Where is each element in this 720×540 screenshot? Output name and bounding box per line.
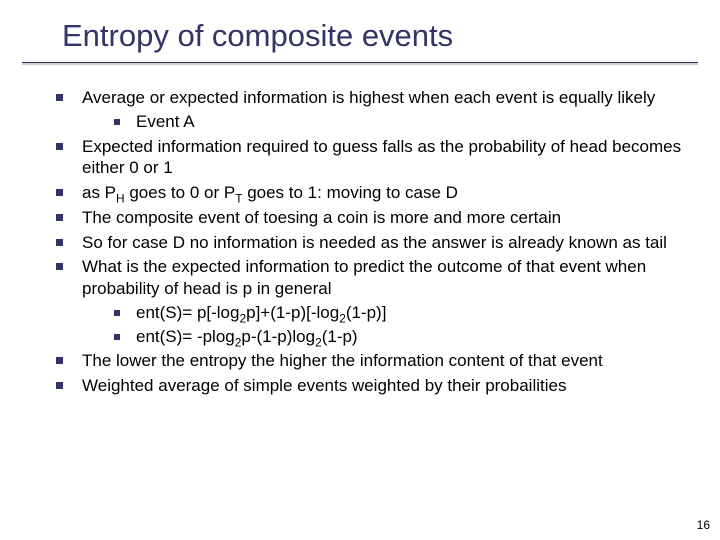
bullet-text: (1-p)] xyxy=(346,303,387,322)
subscript: H xyxy=(116,191,125,205)
list-item: What is the expected information to pred… xyxy=(48,256,688,347)
subscript: 2 xyxy=(339,311,346,325)
bullet-text: So for case D no information is needed a… xyxy=(82,233,667,252)
bullet-text: as P xyxy=(82,183,116,202)
list-item: as PH goes to 0 or PT goes to 1: moving … xyxy=(48,182,688,204)
bullet-text: p-(1-p)log xyxy=(241,327,315,346)
bullet-text: goes to 1: moving to case D xyxy=(242,183,457,202)
bullet-text: Average or expected information is highe… xyxy=(82,88,655,107)
list-item: Expected information required to guess f… xyxy=(48,136,688,180)
page-number: 16 xyxy=(697,518,710,532)
bullet-text: What is the expected information to pred… xyxy=(82,257,646,298)
list-item: Average or expected information is highe… xyxy=(48,87,688,133)
bullet-list: Average or expected information is highe… xyxy=(48,87,688,397)
list-item: The lower the entropy the higher the inf… xyxy=(48,350,688,372)
bullet-text: Expected information required to guess f… xyxy=(82,137,681,178)
slide-title: Entropy of composite events xyxy=(0,0,720,62)
bullet-text: (1-p) xyxy=(322,327,358,346)
bullet-text: The lower the entropy the higher the inf… xyxy=(82,351,603,370)
bullet-text: The composite event of toesing a coin is… xyxy=(82,208,561,227)
bullet-text: ent(S)= p[-log xyxy=(136,303,239,322)
list-item: ent(S)= -plog2p-(1-p)log2(1-p) xyxy=(108,326,688,348)
slide-content: Average or expected information is highe… xyxy=(0,65,720,397)
list-item: The composite event of toesing a coin is… xyxy=(48,207,688,229)
list-item: Weighted average of simple events weight… xyxy=(48,375,688,397)
sub-list: Event A xyxy=(82,111,688,133)
subscript: 2 xyxy=(315,335,322,349)
sub-list: ent(S)= p[-log2p]+(1-p)[-log2(1-p)] ent(… xyxy=(82,302,688,348)
list-item: So for case D no information is needed a… xyxy=(48,232,688,254)
list-item: ent(S)= p[-log2p]+(1-p)[-log2(1-p)] xyxy=(108,302,688,324)
bullet-text: p]+(1-p)[-log xyxy=(246,303,339,322)
bullet-text: Event A xyxy=(136,112,195,131)
list-item: Event A xyxy=(108,111,688,133)
bullet-text: Weighted average of simple events weight… xyxy=(82,376,566,395)
bullet-text: ent(S)= -plog xyxy=(136,327,235,346)
bullet-text: goes to 0 or P xyxy=(125,183,236,202)
